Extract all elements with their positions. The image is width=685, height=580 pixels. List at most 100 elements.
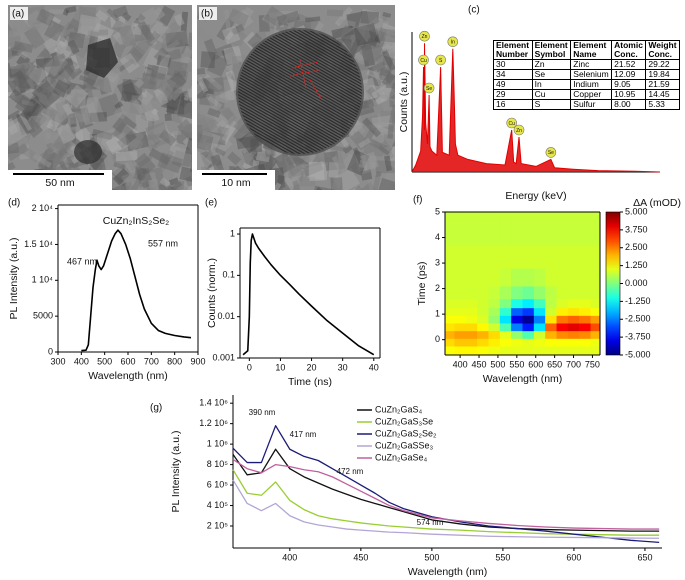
table-cell: Zn [531, 59, 572, 70]
texture [185, 176, 192, 187]
texture [197, 85, 215, 95]
texture [295, 155, 312, 168]
legend-label: CuZn₂GaS₃Se [375, 416, 433, 426]
y-tick-label: 0 [435, 334, 440, 344]
texture [227, 151, 242, 166]
heat-cell [533, 222, 546, 246]
table-cell: 8.00 [611, 99, 647, 110]
texture [112, 5, 129, 19]
heat-cell [477, 212, 489, 223]
texture [45, 98, 73, 126]
table-header-cell: Atomic Conc. [611, 40, 647, 60]
texture [292, 154, 305, 167]
peak-marker [435, 54, 446, 66]
heat-cell [579, 212, 591, 223]
texture [62, 8, 70, 16]
heat-cell [488, 212, 501, 223]
heat-cell [556, 222, 569, 246]
texture [378, 145, 390, 156]
fringe [238, 104, 362, 154]
texture [69, 5, 96, 33]
texture [347, 24, 366, 45]
texture [136, 7, 161, 30]
texture [23, 26, 46, 50]
texture [185, 137, 192, 157]
texture [110, 15, 126, 28]
texture [164, 39, 180, 53]
texture [328, 162, 339, 178]
table-cell: Zinc [570, 59, 613, 70]
heat-cell [522, 330, 535, 339]
fringe [238, 56, 362, 138]
heat-cell [533, 330, 546, 339]
texture [121, 171, 142, 190]
texture [159, 87, 184, 111]
y-tick-label: 1 10⁶ [207, 438, 229, 448]
heat-cell [477, 323, 489, 332]
texture [110, 148, 124, 160]
x-tick-label: 10 [275, 362, 285, 372]
texture [121, 78, 145, 96]
texture [360, 44, 376, 67]
texture [62, 102, 73, 116]
texture [371, 115, 393, 129]
heat-cell [511, 323, 523, 332]
x-tick-label: 30 [338, 362, 348, 372]
peak-label: In [451, 40, 455, 46]
y-tick-label: 0.01 [217, 311, 235, 321]
texture [330, 144, 351, 153]
heat-cell [454, 298, 467, 309]
colorbar-tick-label: 5.000 [625, 206, 648, 216]
texture [157, 53, 171, 75]
texture [148, 179, 160, 190]
heat-cell [579, 346, 591, 356]
spectrum-fill [412, 43, 660, 173]
heat-cell [465, 307, 478, 316]
texture [67, 31, 86, 49]
texture [173, 69, 189, 80]
texture [63, 18, 83, 40]
table-row: 49 In Indium 9.05 21.59 [493, 79, 680, 90]
texture [166, 33, 191, 60]
texture [21, 104, 48, 130]
texture [111, 19, 131, 37]
texture [184, 126, 192, 143]
heat-cell [499, 315, 512, 324]
texture [73, 84, 86, 101]
heat-cell [567, 245, 580, 269]
texture [205, 86, 230, 111]
texture [44, 52, 69, 77]
texture [74, 107, 94, 130]
texture [133, 34, 155, 56]
texture [216, 18, 235, 41]
colorbar-tick-label: -2.500 [625, 314, 651, 324]
texture [147, 185, 158, 190]
texture [112, 168, 130, 186]
texture [148, 148, 171, 165]
texture [137, 169, 155, 189]
x-tick-label: 700 [566, 359, 581, 369]
heat-cell [545, 298, 557, 309]
heat-cell [556, 346, 569, 356]
texture [124, 44, 146, 66]
table-cell: Cu [531, 89, 572, 100]
texture [8, 142, 20, 155]
texture [207, 107, 221, 118]
heat-cell [465, 268, 478, 287]
texture [223, 45, 243, 66]
fringe [238, 92, 362, 154]
texture [111, 150, 131, 168]
texture [210, 154, 225, 175]
texture [289, 169, 304, 182]
texture [113, 161, 126, 170]
fringe [238, 89, 362, 154]
peak-label: Cu [508, 121, 515, 127]
texture [366, 69, 389, 83]
texture [41, 77, 52, 94]
texture [151, 108, 159, 116]
heat-cell [545, 212, 557, 223]
texture [58, 160, 68, 172]
texture [64, 82, 87, 107]
texture [268, 12, 285, 28]
texture [388, 91, 395, 108]
